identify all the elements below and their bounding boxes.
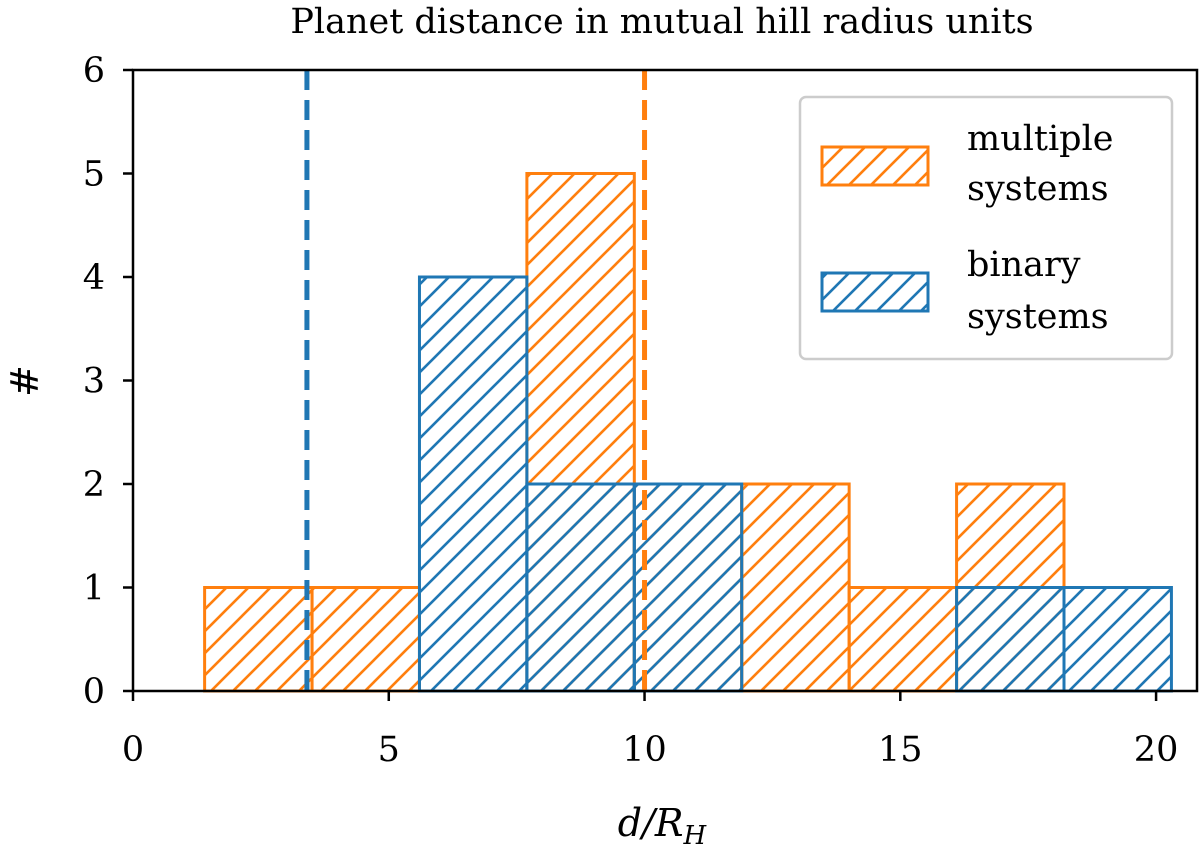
median-lines <box>304 70 648 691</box>
y-axis-ticks: 0 1 2 3 4 5 6 <box>83 51 133 712</box>
binary-systems-bar <box>955 586 1066 693</box>
multiple-systems-bar <box>310 586 421 693</box>
x-tick-label: 15 <box>878 730 923 770</box>
binary-systems-bar <box>417 275 529 693</box>
y-tick-label: 6 <box>83 51 105 91</box>
y-tick-label: 3 <box>83 362 105 402</box>
y-tick-label: 4 <box>83 258 105 298</box>
multiple-systems-bar <box>203 586 314 693</box>
x-tick-label: 20 <box>1134 730 1179 770</box>
legend-swatch-multiple <box>820 145 930 187</box>
binary-systems-bar <box>632 482 744 693</box>
x-axis-label: d/RH <box>618 801 708 844</box>
y-tick-label: 2 <box>83 465 105 505</box>
multiple-systems-bar <box>740 482 851 693</box>
y-tick-label: 5 <box>83 155 105 195</box>
legend: multiple systems binary systems <box>798 95 1174 361</box>
legend-label-binary-line2: systems <box>967 297 1109 337</box>
legend-label-multiple-line1: multiple <box>967 119 1114 159</box>
y-tick-label: 0 <box>83 672 105 712</box>
x-tick-label: 5 <box>378 730 400 770</box>
binary-systems-bar <box>525 482 636 693</box>
x-tick-label: 10 <box>622 730 667 770</box>
x-axis-ticks: 0 5 10 15 20 <box>122 691 1178 770</box>
binary-systems-bar <box>1062 586 1173 693</box>
legend-label-multiple-line2: systems <box>967 169 1109 209</box>
multiple-systems-bar <box>847 586 959 693</box>
y-tick-label: 1 <box>83 569 105 609</box>
legend-label-binary-line1: binary <box>967 245 1081 285</box>
x-tick-label: 0 <box>122 730 144 770</box>
y-axis-label: # <box>3 365 47 397</box>
legend-swatch-binary <box>820 271 930 313</box>
chart-title: Planet distance in mutual hill radius un… <box>290 2 1033 42</box>
x-axis-label-subscript: H <box>683 821 708 844</box>
